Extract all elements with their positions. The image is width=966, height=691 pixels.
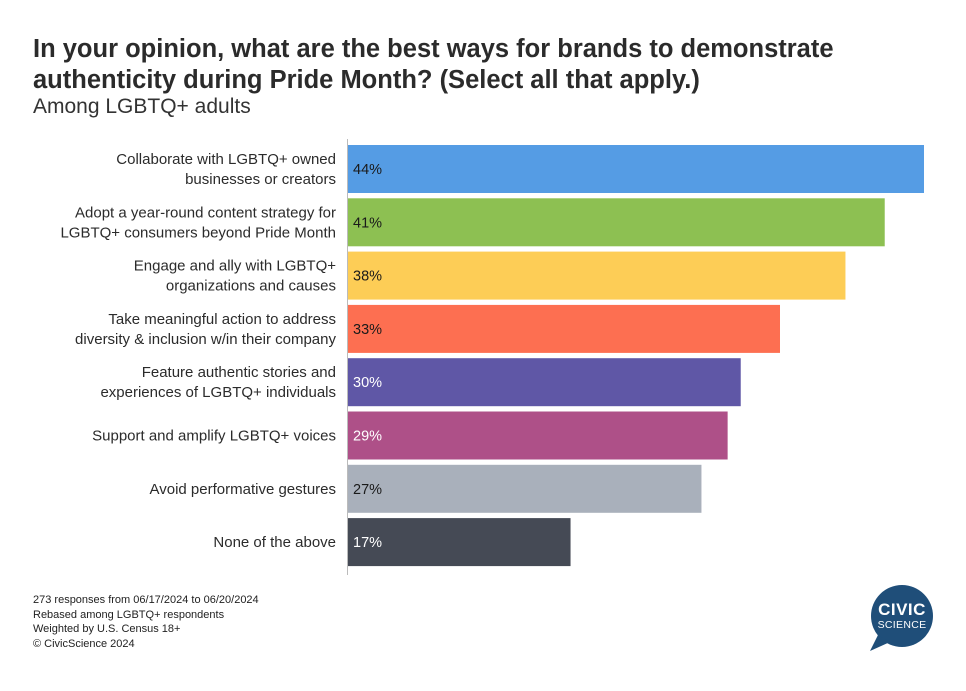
- bar-3: [348, 251, 846, 300]
- category-label-line: diversity & inclusion w/in their company: [75, 331, 336, 348]
- civicscience-logo-icon: [870, 585, 933, 651]
- logo-text-science: SCIENCE: [877, 619, 927, 631]
- category-label-7: Avoid performative gestures: [150, 481, 336, 498]
- bar-7: [348, 464, 702, 513]
- category-label-line: Collaborate with LGBTQ+ owned: [116, 151, 336, 168]
- category-label-line: Adopt a year-round content strategy for: [75, 204, 336, 221]
- category-label-line: businesses or creators: [185, 171, 336, 188]
- value-label-6: 29%: [353, 429, 382, 445]
- bar-6: [348, 411, 728, 460]
- bar-5: [348, 358, 741, 407]
- category-labels-group: Collaborate with LGBTQ+ owned businesses …: [60, 151, 336, 551]
- footer-notes: 273 responses from 06/17/2024 to 06/20/2…: [33, 593, 259, 651]
- footer-line-rebased: Rebased among LGBTQ+ respondents: [33, 608, 225, 621]
- bars-group: [348, 145, 924, 567]
- bar-2: [348, 198, 885, 247]
- logo-text-civic: CIVIC: [878, 600, 926, 619]
- chart-subtitle: Among LGBTQ+ adults: [33, 95, 251, 118]
- category-label-line: experiences of LGBTQ+ individuals: [100, 384, 336, 401]
- chart-title: In your opinion, what are the best ways …: [33, 35, 834, 94]
- category-label-2: Adopt a year-round content strategy for L…: [60, 204, 336, 241]
- category-label-8: None of the above: [213, 534, 336, 551]
- category-label-5: Feature authentic stories and experiences…: [100, 364, 336, 401]
- value-label-7: 27%: [353, 482, 382, 498]
- bar-8: [348, 518, 571, 567]
- bar-4: [348, 304, 780, 353]
- category-label-4: Take meaningful action to address diversi…: [75, 311, 336, 348]
- footer-line-responses: 273 responses from 06/17/2024 to 06/20/2…: [33, 594, 259, 606]
- category-label-line: Take meaningful action to address: [108, 311, 336, 328]
- value-labels-group: 44% 41% 38% 33% 30% 29% 27% 17%: [353, 162, 382, 551]
- category-label-3: Engage and ally with LGBTQ+ organizations…: [134, 258, 336, 295]
- category-label-line: LGBTQ+ consumers beyond Pride Month: [60, 224, 336, 241]
- value-label-5: 30%: [353, 375, 382, 391]
- bar-1: [348, 145, 924, 193]
- footer-line-weighted: Weighted by U.S. Census 18+: [33, 623, 181, 635]
- category-label-line: None of the above: [213, 534, 336, 551]
- category-label-line: organizations and causes: [166, 278, 336, 295]
- value-label-2: 41%: [353, 215, 382, 231]
- category-label-line: Avoid performative gestures: [150, 481, 336, 498]
- value-label-8: 17%: [353, 535, 382, 551]
- category-label-line: Support and amplify LGBTQ+ voices: [92, 428, 336, 445]
- value-label-3: 38%: [353, 269, 382, 285]
- footer-line-copyright: © CivicScience 2024: [33, 637, 135, 650]
- category-label-1: Collaborate with LGBTQ+ owned businesses …: [116, 151, 336, 188]
- category-label-6: Support and amplify LGBTQ+ voices: [92, 428, 336, 445]
- category-label-line: Feature authentic stories and: [142, 364, 336, 381]
- category-label-line: Engage and ally with LGBTQ+: [134, 258, 336, 275]
- value-label-4: 33%: [353, 322, 382, 338]
- value-label-1: 44%: [353, 162, 382, 178]
